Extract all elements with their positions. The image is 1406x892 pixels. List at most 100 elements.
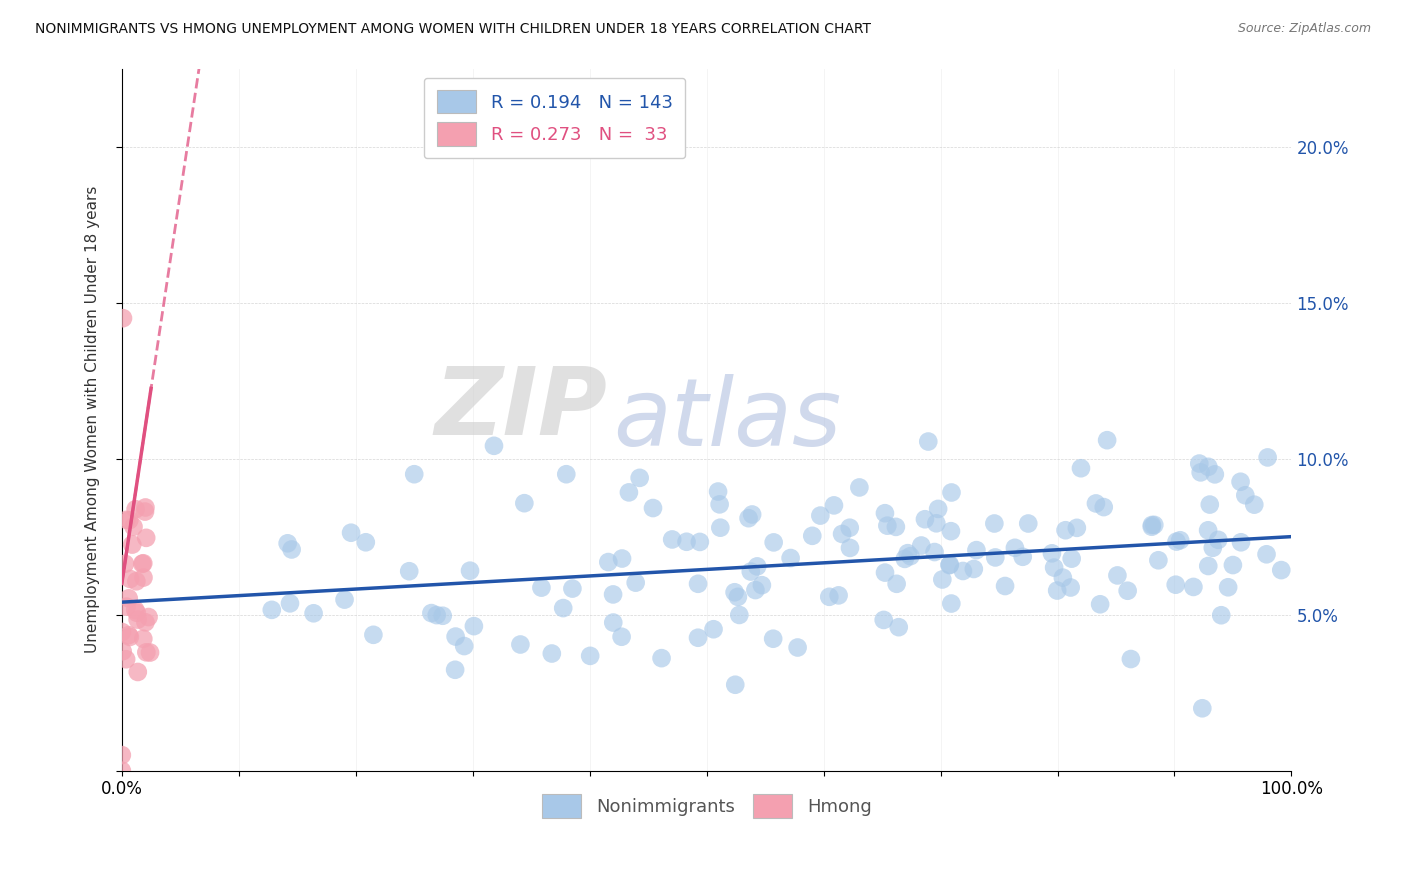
- Point: [404, 467, 426, 482]
- Point: [1270, 563, 1292, 577]
- Point: [747, 559, 769, 574]
- Point: [1189, 466, 1212, 480]
- Point: [1204, 467, 1226, 482]
- Point: [115, 513, 138, 527]
- Point: [709, 497, 731, 511]
- Point: [444, 663, 467, 677]
- Point: [1046, 583, 1069, 598]
- Point: [1197, 559, 1219, 574]
- Point: [1043, 560, 1066, 574]
- Point: [127, 665, 149, 679]
- Point: [651, 651, 673, 665]
- Point: [873, 566, 896, 580]
- Point: [132, 570, 155, 584]
- Point: [1004, 541, 1026, 555]
- Point: [1088, 597, 1111, 611]
- Legend: Nonimmigrants, Hmong: Nonimmigrants, Hmong: [534, 788, 879, 825]
- Point: [1202, 541, 1225, 555]
- Point: [132, 556, 155, 570]
- Point: [689, 535, 711, 549]
- Point: [135, 531, 157, 545]
- Point: [884, 520, 907, 534]
- Point: [762, 535, 785, 549]
- Point: [914, 512, 936, 526]
- Point: [1070, 461, 1092, 475]
- Point: [900, 549, 922, 563]
- Point: [740, 565, 762, 579]
- Point: [1140, 520, 1163, 534]
- Point: [927, 502, 949, 516]
- Point: [675, 534, 697, 549]
- Point: [624, 575, 647, 590]
- Point: [801, 529, 824, 543]
- Point: [120, 572, 142, 586]
- Point: [723, 585, 745, 599]
- Point: [1092, 500, 1115, 514]
- Point: [938, 558, 960, 573]
- Point: [1229, 475, 1251, 489]
- Point: [1222, 558, 1244, 572]
- Point: [121, 537, 143, 551]
- Point: [941, 597, 963, 611]
- Text: Source: ZipAtlas.com: Source: ZipAtlas.com: [1237, 22, 1371, 36]
- Point: [131, 557, 153, 571]
- Point: [931, 573, 953, 587]
- Point: [420, 606, 443, 620]
- Point: [122, 519, 145, 533]
- Point: [886, 576, 908, 591]
- Point: [458, 564, 481, 578]
- Point: [827, 588, 849, 602]
- Point: [641, 501, 664, 516]
- Point: [115, 599, 138, 614]
- Point: [260, 603, 283, 617]
- Point: [873, 613, 896, 627]
- Point: [751, 578, 773, 592]
- Point: [340, 525, 363, 540]
- Point: [553, 601, 575, 615]
- Point: [1218, 580, 1240, 594]
- Point: [848, 480, 870, 494]
- Point: [302, 607, 325, 621]
- Point: [728, 607, 751, 622]
- Point: [114, 557, 136, 571]
- Point: [727, 590, 749, 604]
- Point: [965, 543, 987, 558]
- Point: [1054, 523, 1077, 537]
- Point: [610, 630, 633, 644]
- Point: [115, 652, 138, 666]
- Point: [1211, 608, 1233, 623]
- Point: [1206, 533, 1229, 547]
- Point: [118, 591, 141, 606]
- Point: [1164, 577, 1187, 591]
- Point: [1140, 518, 1163, 533]
- Point: [1011, 549, 1033, 564]
- Point: [1234, 488, 1257, 502]
- Point: [661, 533, 683, 547]
- Point: [1084, 496, 1107, 510]
- Y-axis label: Unemployment Among Women with Children Under 18 years: Unemployment Among Women with Children U…: [86, 186, 100, 653]
- Point: [1143, 517, 1166, 532]
- Point: [924, 545, 946, 559]
- Point: [1197, 524, 1219, 538]
- Point: [1147, 553, 1170, 567]
- Point: [963, 562, 986, 576]
- Point: [598, 555, 620, 569]
- Point: [280, 542, 302, 557]
- Point: [135, 645, 157, 659]
- Point: [610, 551, 633, 566]
- Point: [917, 434, 939, 449]
- Text: ZIP: ZIP: [434, 363, 607, 455]
- Point: [333, 592, 356, 607]
- Point: [530, 581, 553, 595]
- Point: [941, 485, 963, 500]
- Point: [925, 516, 948, 531]
- Point: [686, 631, 709, 645]
- Point: [823, 499, 845, 513]
- Point: [1066, 521, 1088, 535]
- Point: [278, 596, 301, 610]
- Point: [894, 552, 917, 566]
- Point: [1040, 546, 1063, 560]
- Point: [132, 632, 155, 646]
- Point: [124, 502, 146, 516]
- Point: [762, 632, 785, 646]
